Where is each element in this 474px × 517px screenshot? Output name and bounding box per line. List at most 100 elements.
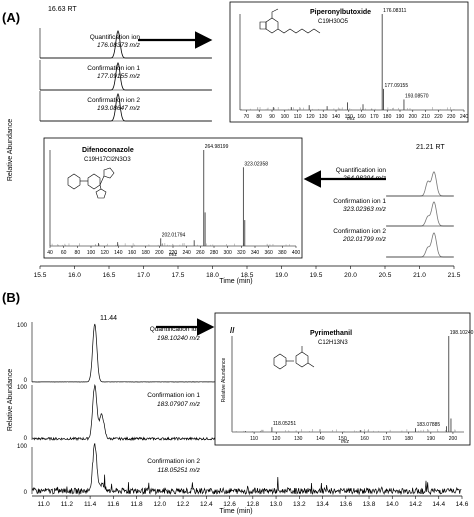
spectrum-tick-label: 110 <box>294 114 302 120</box>
a-c1-mz: 177.09155 m/z <box>97 73 141 80</box>
spectrum-tick-label: 130 <box>294 436 303 442</box>
spectrum-tick-label: 80 <box>75 250 81 256</box>
dif-formula: C19H17Cl2N3O3 <box>84 157 131 163</box>
b-c1-mz: 183.07907 m/z <box>157 401 201 408</box>
a-c3-mz: 323.02363 m/z <box>343 206 387 213</box>
a-right-trace <box>386 201 454 227</box>
spectrum-tick-label: 200 <box>409 114 418 120</box>
spectrum-tick-label: 150 <box>345 114 354 120</box>
b-q-label: Quantification ion <box>150 326 201 333</box>
spectrum-peak-label: 202.01794 <box>162 232 186 238</box>
a-tick-label: 15.5 <box>34 272 47 279</box>
a-chromatograms <box>39 28 454 258</box>
pbo-xlabel: m/z <box>347 116 356 122</box>
spectrum-tick-label: 130 <box>319 114 328 120</box>
a-q1-mz: 176.08373 m/z <box>97 42 141 49</box>
b-y100-1: 100 <box>17 323 28 329</box>
b-tick-label: 13.2 <box>293 501 306 508</box>
spectrum-tick-label: 120 <box>272 436 281 442</box>
spectrum-peak-label: 323.02358 <box>244 161 268 167</box>
a-c4-label: Confirmation ion 2 <box>333 228 386 235</box>
a-peak-label-right: 21.21 RT <box>416 144 445 151</box>
spectrum-tick-label: 180 <box>405 436 414 442</box>
b-q-mz: 198.10240 m/z <box>157 335 201 342</box>
b-tick-label: 12.0 <box>154 501 167 508</box>
spectrum-tick-label: 90 <box>269 114 275 120</box>
a-x-axis: 15.5 16.0 16.5 17.0 17.5 18.0 18.5 19.0 19.5 20.0… <box>34 265 461 279</box>
a-tick-label: 19.0 <box>275 272 288 279</box>
spectrum-tick-label: 140 <box>332 114 341 120</box>
b-tick-label: 11.6 <box>107 501 120 508</box>
spectrum-tick-label: 150 <box>338 436 347 442</box>
spectrum-tick-label: 180 <box>383 114 392 120</box>
spectrum-tick-label: 320 <box>237 250 246 256</box>
spectrum-tick-label: 120 <box>100 250 109 256</box>
spectrum-tick-label: 400 <box>292 250 301 256</box>
a-right-trace <box>386 171 454 197</box>
b-y0-2: 0 <box>24 436 28 442</box>
b-c1-label: Confirmation ion 1 <box>147 392 200 399</box>
spectrum-tick-label: 230 <box>447 114 456 120</box>
b-tick-label: 11.0 <box>38 501 51 508</box>
spectrum-peak-label: 118.05251 <box>273 421 296 427</box>
a-c1-label: Confirmation ion 1 <box>87 65 140 72</box>
b-tick-label: 12.4 <box>200 501 213 508</box>
a-peak-label-left: 16.63 RT <box>48 6 77 13</box>
a-right-trace <box>386 232 454 258</box>
pbo-formula: C19H30O5 <box>318 19 349 25</box>
spectrum-tick-label: 210 <box>421 114 430 120</box>
spectrum-peak-label: 198.10240 <box>450 330 474 336</box>
a-c3-label: Confirmation ion 1 <box>333 198 386 205</box>
b-tick-label: 13.6 <box>339 501 352 508</box>
b-tick-label: 11.8 <box>131 501 144 508</box>
spectrum-tick-label: 200 <box>449 436 458 442</box>
dif-name: Difenoconazole <box>82 147 134 154</box>
b-tick-label: 13.8 <box>363 501 376 508</box>
spectrum-tick-label: 260 <box>196 250 205 256</box>
b-y100-4: 100 <box>17 444 28 450</box>
panel-label-a: (A) <box>2 10 20 25</box>
b-x-axis: 11.0 11.2 11.4 11.6 11.8 12.0 12.2 12.4 12.6 12.8… <box>32 495 469 508</box>
b-tick-label: 13.0 <box>270 501 283 508</box>
pyr-name: Pyrimethanil <box>310 330 352 337</box>
spectrum-tick-label: 160 <box>360 436 369 442</box>
pyr-formula: C12H13N3 <box>318 340 348 346</box>
a-ylabel: Relative Abundance <box>7 119 14 181</box>
pbo-name: Piperonylbutoxide <box>310 9 371 16</box>
inset-pyrimethanil: 110 120 130 140 150 160 170 180 190 200 198.10240 1… <box>214 312 474 446</box>
b-tick-label: 14.2 <box>409 501 422 508</box>
spectrum-peak-label: 177.09155 <box>384 83 408 89</box>
b-trace <box>31 443 462 496</box>
b-c2-label: Confirmation ion 2 <box>147 458 200 465</box>
a-tick-label: 16.5 <box>103 272 116 279</box>
b-trace <box>31 383 215 442</box>
a-c4-mz: 202.01799 m/z <box>342 236 387 243</box>
spectrum-tick-label: 170 <box>370 114 379 120</box>
b-tick-label: 12.2 <box>177 501 190 508</box>
spectrum-tick-label: 240 <box>460 114 469 120</box>
a-tick-label: 20.0 <box>344 272 357 279</box>
spectrum-tick-label: 190 <box>427 436 436 442</box>
spectrum-tick-label: 220 <box>434 114 443 120</box>
b-y0-3: 0 <box>24 490 28 496</box>
spectrum-tick-label: 160 <box>357 114 366 120</box>
spectrum-tick-label: 280 <box>210 250 219 256</box>
b-tick-label: 11.2 <box>61 501 74 508</box>
a-tick-label: 18.0 <box>206 272 219 279</box>
spectrum-peak-label: 183.07885 <box>417 422 441 428</box>
b-xlabel: Time (min) <box>219 508 252 515</box>
b-tick-label: 13.4 <box>316 501 329 508</box>
panel-label-b: (B) <box>2 290 20 305</box>
spectrum-tick-label: 140 <box>114 250 123 256</box>
spectrum-tick-label: 360 <box>264 250 273 256</box>
spectrum-tick-label: 220 <box>169 250 178 256</box>
spectrum-tick-label: 100 <box>87 250 96 256</box>
b-tick-label: 14.4 <box>432 501 445 508</box>
b-ylabel: Relative Abundance <box>7 369 14 431</box>
inset-difenoconazole: 40 60 80 100 120 140 160 180 200 220 240 260 280 300 3… <box>43 137 303 259</box>
dif-structure <box>67 167 115 199</box>
spectrum-peak-label: 193.08570 <box>405 93 429 99</box>
spectrum-tick-label: 140 <box>316 436 325 442</box>
spectrum-tick-label: 170 <box>382 436 391 442</box>
a-tick-label: 17.0 <box>137 272 150 279</box>
